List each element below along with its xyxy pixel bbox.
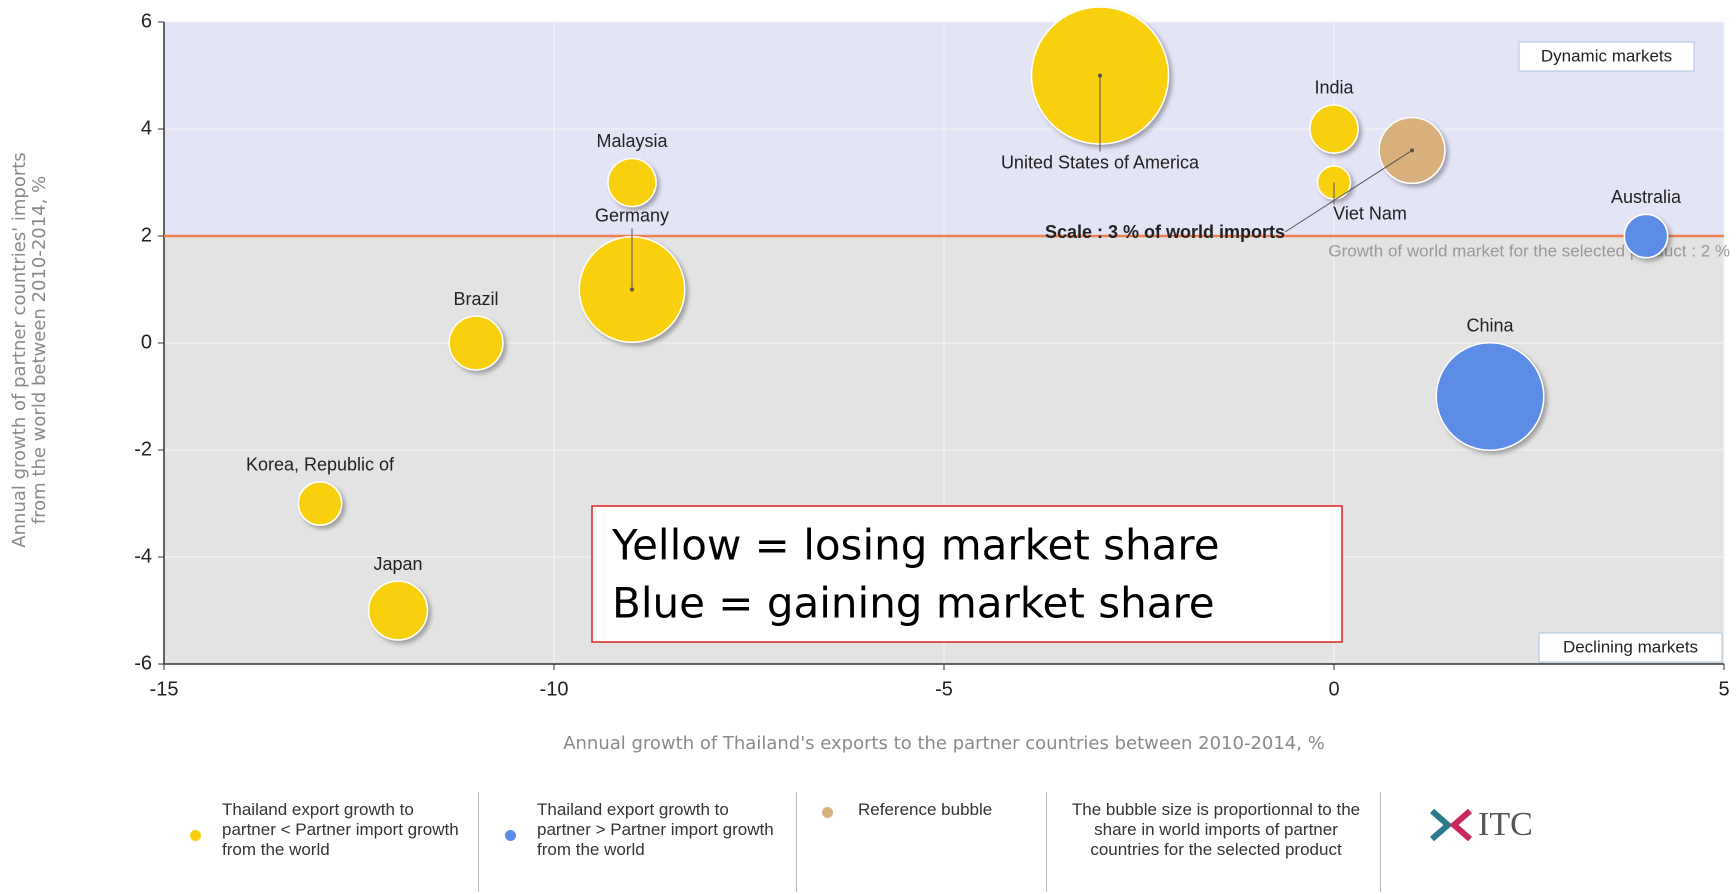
- x-tick-label: -10: [540, 678, 569, 700]
- y-tick-label: -2: [134, 438, 152, 460]
- bubble: [448, 315, 504, 371]
- bubble-label: Malaysia: [596, 131, 668, 151]
- x-axis-title: Annual growth of Thailand's exports to t…: [563, 733, 1325, 754]
- bubble-label: Japan: [373, 554, 422, 574]
- y-tick-label: 2: [141, 224, 152, 246]
- quadrant-label: Dynamic markets: [1541, 46, 1672, 65]
- y-tick-label: 4: [141, 117, 152, 139]
- quadrant-label: Declining markets: [1563, 637, 1698, 656]
- bubble: [1623, 213, 1669, 259]
- leader-line: [1284, 149, 1413, 233]
- y-tick-label: -4: [134, 545, 152, 567]
- bubble: [297, 481, 343, 526]
- y-tick-label: -6: [134, 652, 152, 674]
- x-tick-label: 0: [1328, 678, 1339, 700]
- legend-entry: Thailand export growth to partner > Part…: [505, 800, 790, 860]
- bubble-label: Australia: [1611, 187, 1682, 207]
- bubble-label: Brazil: [453, 289, 498, 309]
- x-tick-label: 5: [1718, 678, 1729, 700]
- legend-swatch: [822, 807, 833, 818]
- bubble-label: United States of America: [1001, 152, 1200, 172]
- legend-label: Thailand export growth to partner < Part…: [222, 800, 459, 859]
- quadrant-box: [1538, 632, 1723, 663]
- center-dot: [630, 287, 634, 292]
- bubble-label: Korea, Republic of: [246, 455, 395, 475]
- scale-label: Scale : 3 % of world imports: [1045, 222, 1285, 242]
- bubble: [607, 157, 657, 208]
- legend-label: Reference bubble: [858, 800, 993, 819]
- legend-swatch: [505, 830, 516, 841]
- bubble-label: Viet Nam: [1333, 203, 1407, 223]
- legend-separator: [1380, 792, 1381, 892]
- logo-icon: [1430, 808, 1472, 842]
- logo-text: ITC: [1478, 806, 1533, 843]
- center-dot: [1098, 73, 1102, 78]
- bubble-label: Germany: [595, 205, 669, 225]
- size-note: The bubble size is proportionnal to the …: [1071, 800, 1361, 859]
- annotation-box: [591, 505, 1343, 643]
- legend-separator: [796, 792, 797, 892]
- bubble: [1435, 342, 1545, 451]
- bubble-label: China: [1466, 316, 1514, 336]
- legend-entry: Reference bubble: [822, 800, 1042, 820]
- legend-swatch: [190, 830, 201, 841]
- legend-label: Thailand export growth to partner > Part…: [537, 800, 774, 859]
- x-tick-label: -15: [150, 678, 179, 700]
- quadrant-box: [1518, 41, 1695, 72]
- legend-separator: [478, 792, 479, 892]
- annotation-text: Yellow = losing market share: [611, 521, 1220, 570]
- logo: ITC: [1428, 805, 1533, 845]
- reference-line-label: Growth of world market for the selected …: [1328, 241, 1730, 260]
- bubble: [367, 580, 429, 641]
- bubble-label: India: [1314, 78, 1354, 98]
- legend-entry: Thailand export growth to partner < Part…: [190, 800, 475, 860]
- legend-separator: [1046, 792, 1047, 892]
- bubble: [1309, 104, 1359, 154]
- x-tick-label: -5: [935, 678, 953, 700]
- y-tick-label: 6: [141, 10, 152, 32]
- annotation-text: Blue = gaining market share: [612, 579, 1215, 628]
- y-axis-title: Annual growth of partner countries' impo…: [9, 152, 50, 548]
- y-tick-label: 0: [141, 331, 152, 353]
